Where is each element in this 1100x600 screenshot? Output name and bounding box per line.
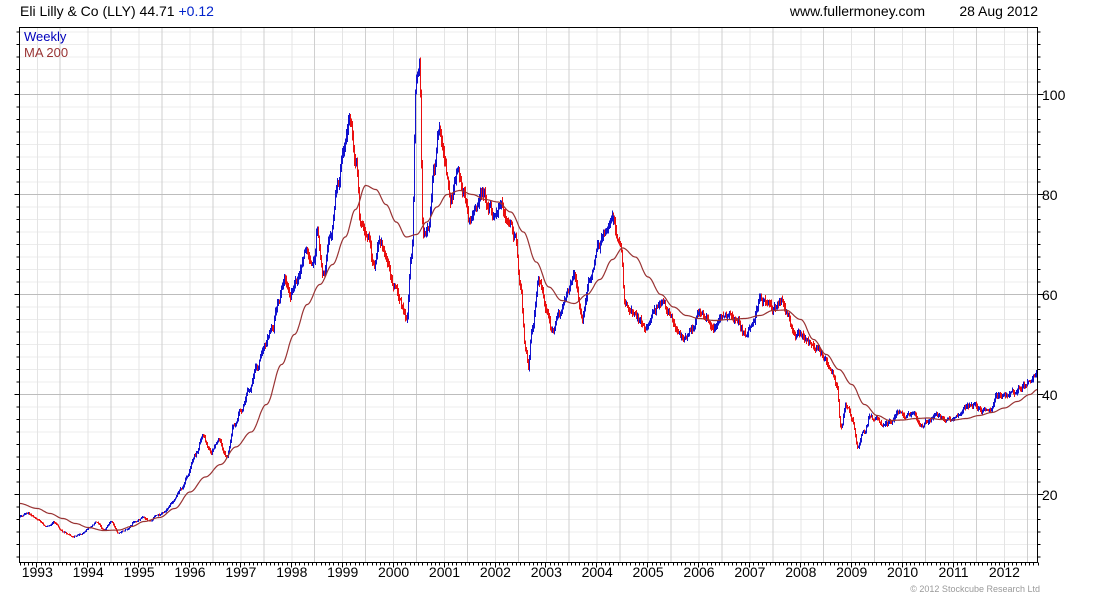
x-axis-year-label: 1999 [327,564,359,580]
instrument-title: Eli Lilly & Co (LLY) 44.71 [20,3,175,19]
x-axis-year-label: 2003 [530,564,562,580]
x-axis-year-label: 2002 [479,564,511,580]
y-axis-tick-label: 20 [1042,486,1058,503]
y-axis-tick-label: 60 [1042,286,1058,303]
website-watermark: www.fullermoney.com [789,3,925,19]
chart-header: Eli Lilly & Co (LLY) 44.71 +0.12 [20,3,214,19]
x-axis-year-label: 2001 [428,564,461,580]
x-axis-year-label: 2004 [581,564,613,580]
copyright-notice: © 2012 Stockcube Research Ltd [910,584,1040,594]
x-axis-year-label: 2012 [988,564,1020,580]
x-axis-year-label: 1994 [72,564,104,580]
legend-weekly-label: Weekly [24,29,67,44]
x-axis-year-label: 1998 [276,564,308,580]
x-axis-year-label: 2000 [378,564,410,580]
x-axis-year-label: 2009 [836,564,868,580]
chart-date: 28 Aug 2012 [959,3,1038,19]
price-change: +0.12 [178,3,214,19]
legend-ma-label: MA 200 [24,45,69,60]
x-axis-year-label: 1995 [123,564,155,580]
x-axis-year-label: 2005 [632,564,664,580]
x-axis-year-label: 1993 [21,564,53,580]
x-axis-year-label: 2006 [683,564,715,580]
y-axis-tick-label: 40 [1042,386,1058,403]
x-axis-year-label: 2008 [785,564,817,580]
y-axis-tick-label: 100 [1042,86,1066,103]
x-axis-year-label: 1996 [174,564,206,580]
x-axis-year-label: 2010 [887,564,919,580]
y-axis-tick-label: 80 [1042,186,1058,203]
x-axis-year-label: 2007 [734,564,766,580]
x-axis-year-label: 1997 [225,564,257,580]
x-axis-year-label: 2011 [938,564,969,580]
